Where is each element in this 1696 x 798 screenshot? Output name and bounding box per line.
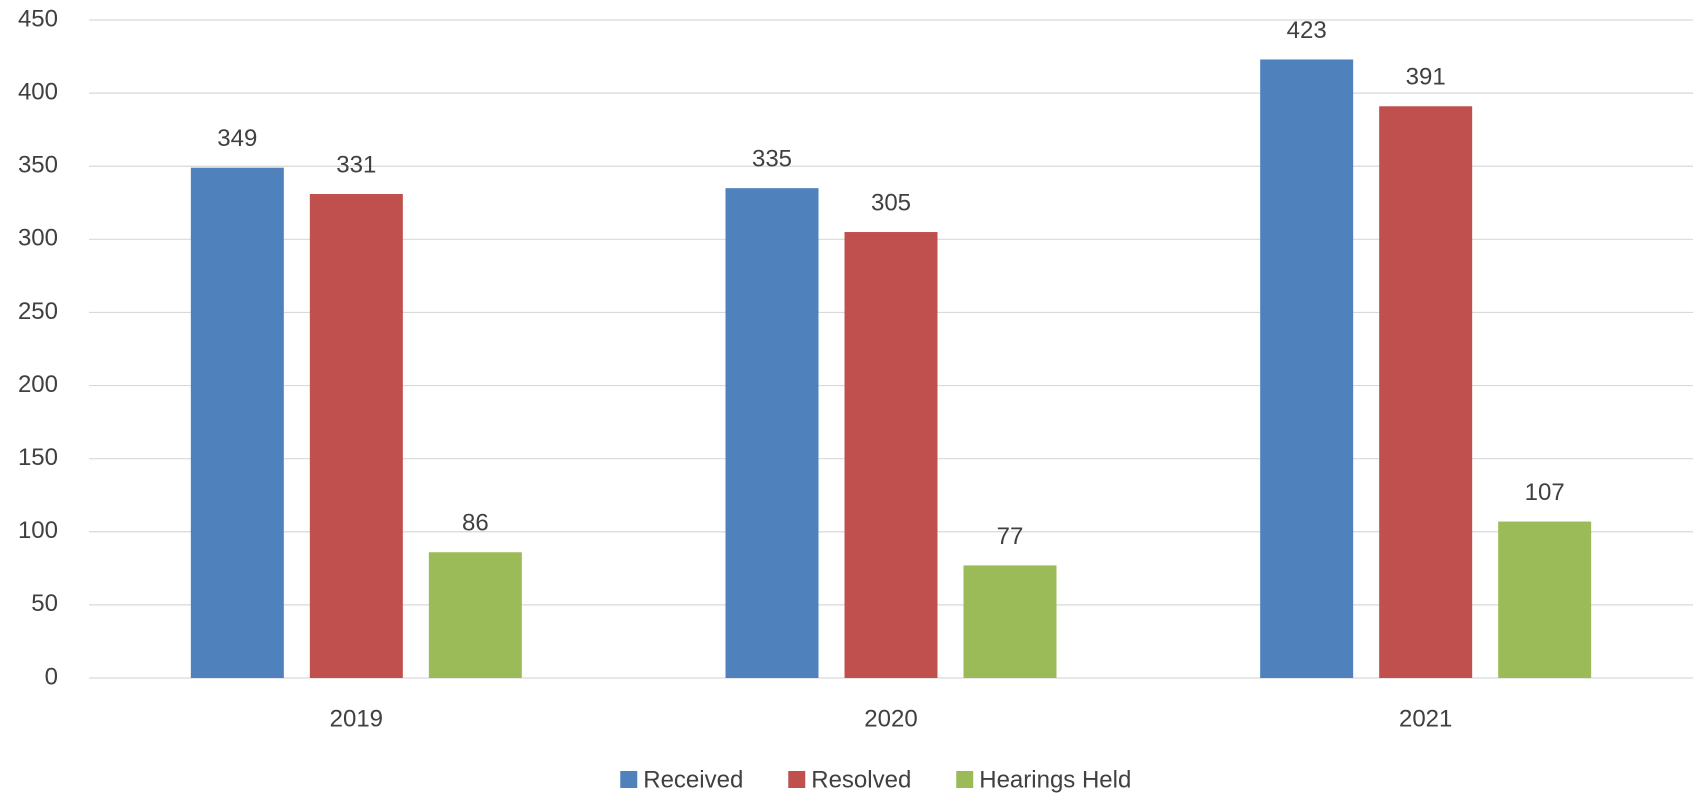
x-tick-label: 2020: [864, 705, 917, 732]
bar: [844, 232, 938, 678]
bar: [1498, 521, 1592, 678]
legend-label: Resolved: [811, 766, 911, 793]
data-label: 86: [462, 510, 489, 537]
data-label: 77: [997, 523, 1024, 550]
bar: [309, 194, 403, 678]
data-label: 305: [871, 189, 911, 216]
data-label: 391: [1406, 64, 1446, 91]
legend-swatch: [956, 771, 974, 788]
y-tick-label: 300: [18, 225, 58, 252]
data-label: 107: [1525, 479, 1565, 506]
x-tick-label: 2021: [1399, 705, 1452, 732]
legend-label: Received: [643, 766, 743, 793]
bar: [725, 188, 819, 678]
y-tick-label: 450: [18, 5, 58, 32]
y-tick-label: 200: [18, 371, 58, 398]
legend-swatch: [620, 771, 638, 788]
bar: [428, 552, 522, 678]
x-tick-label: 2019: [330, 705, 383, 732]
bar: [1260, 59, 1354, 679]
y-tick-label: 250: [18, 298, 58, 325]
y-tick-label: 400: [18, 78, 58, 105]
bar: [1379, 106, 1473, 678]
data-label: 331: [336, 151, 376, 178]
y-tick-label: 50: [31, 590, 58, 617]
y-tick-label: 100: [18, 517, 58, 544]
data-label: 349: [217, 125, 257, 152]
data-label: 335: [752, 145, 792, 172]
data-label: 423: [1287, 17, 1327, 44]
y-tick-label: 0: [45, 663, 58, 690]
bar: [963, 565, 1057, 678]
legend-label: Hearings Held: [979, 766, 1131, 793]
legend-swatch: [788, 771, 806, 788]
y-tick-label: 150: [18, 444, 58, 471]
bar: [190, 167, 284, 678]
y-tick-label: 350: [18, 152, 58, 179]
